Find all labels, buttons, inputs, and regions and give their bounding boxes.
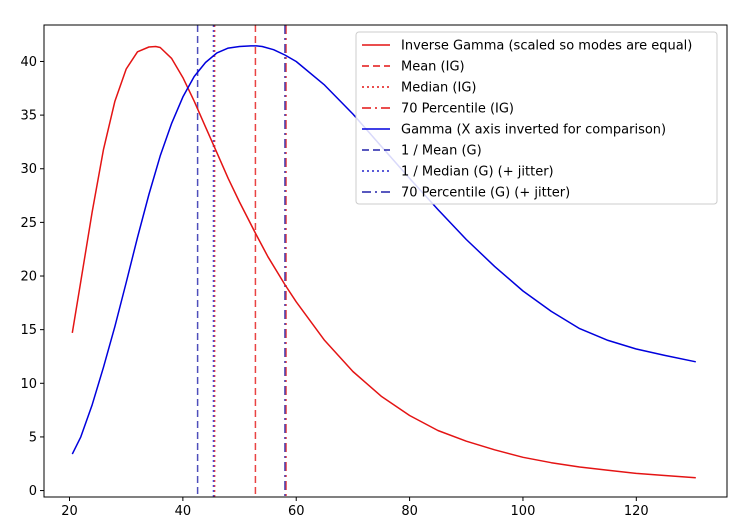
- legend-label: Gamma (X axis inverted for comparison): [401, 123, 666, 138]
- legend-label: Inverse Gamma (scaled so modes are equal…: [401, 39, 692, 54]
- x-tick-label: 100: [511, 504, 536, 519]
- y-tick-label: 25: [20, 216, 37, 231]
- x-tick-label: 80: [401, 504, 418, 519]
- x-tick-label: 60: [288, 504, 305, 519]
- y-tick-label: 5: [29, 430, 37, 445]
- series-line-1: [71, 45, 696, 455]
- y-axis: 0 5 10 15 20 25 30 35 40: [20, 55, 44, 499]
- legend-label: Median (IG): [401, 81, 476, 96]
- legend-label: 70 Percentile (IG): [401, 102, 514, 117]
- y-tick-label: 35: [20, 109, 37, 124]
- plot-lines: [71, 25, 696, 497]
- x-tick-label: 120: [624, 504, 649, 519]
- y-tick-label: 15: [20, 323, 37, 338]
- x-tick-label: 40: [175, 504, 192, 519]
- legend-label: Mean (IG): [401, 60, 465, 75]
- y-tick-label: 20: [20, 270, 37, 285]
- x-axis: 20 40 60 80 100 120: [61, 497, 649, 519]
- series-line-0: [71, 45, 696, 479]
- legend-label: 1 / Mean (G): [401, 144, 482, 159]
- y-tick-label: 30: [20, 162, 37, 177]
- y-tick-label: 10: [20, 377, 37, 392]
- y-tick-label: 40: [20, 55, 37, 70]
- x-tick-label: 20: [61, 504, 78, 519]
- plot-frame: [43, 24, 728, 498]
- y-tick-label: 0: [29, 484, 37, 499]
- legend-label: 1 / Median (G) (+ jitter): [401, 165, 554, 180]
- legend-label: 70 Percentile (G) (+ jitter): [401, 186, 570, 201]
- legend-box: [355, 31, 718, 205]
- legend: Inverse Gamma (scaled so modes are equal…: [355, 31, 718, 205]
